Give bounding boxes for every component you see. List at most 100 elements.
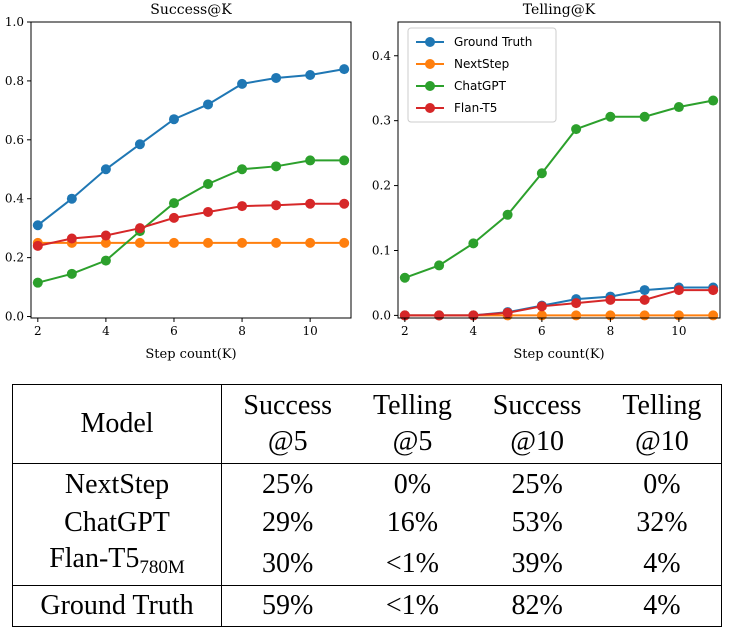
y-tick-label: 0.4 xyxy=(5,192,24,206)
cell-telling-10: 4% xyxy=(602,585,722,627)
row-model-name: ChatGPT xyxy=(12,504,222,542)
data-point xyxy=(66,268,77,279)
series-line xyxy=(37,68,345,227)
legend-label: NextStep xyxy=(454,57,509,71)
series-chatgpt xyxy=(399,95,719,283)
table-header-row: Model Success @5 Telling @5 Success @10 Tel… xyxy=(12,384,722,464)
data-point xyxy=(468,238,479,249)
cell-telling-10: 4% xyxy=(643,547,681,579)
legend-marker xyxy=(425,103,435,113)
y-tick-label: 0.6 xyxy=(5,133,24,147)
series-line xyxy=(37,202,345,247)
table-row-ground-truth: Ground Truth 59% <1% 82% 4% xyxy=(12,585,722,627)
cell-success-5: 29% xyxy=(262,507,314,538)
y-tick-label: 1.0 xyxy=(5,15,24,29)
telling-at-k-chart: Telling@K 2 4 6 8 10 0.0 0.1 0.2 0.3 0.4 Step count… xyxy=(372,2,721,362)
data-point xyxy=(237,237,248,248)
data-point xyxy=(100,164,111,175)
x-tick-label: 8 xyxy=(238,324,246,338)
data-point xyxy=(536,301,547,312)
data-point xyxy=(134,139,145,150)
data-point xyxy=(271,200,282,211)
data-point xyxy=(639,294,650,305)
data-point xyxy=(168,237,179,248)
y-tick-label: 0.1 xyxy=(372,243,391,257)
data-point xyxy=(639,111,650,122)
data-point xyxy=(203,99,214,110)
data-point xyxy=(339,237,350,248)
data-point xyxy=(571,124,582,135)
data-point xyxy=(100,255,111,266)
x-tick-label: 4 xyxy=(102,324,110,338)
charts-area: Success@K 2 4 6 8 10 0.0 0.2 0.4 0.6 0.8 1.0 Step co… xyxy=(5,2,721,362)
data-point xyxy=(66,193,77,204)
data-point xyxy=(605,111,616,122)
data-point xyxy=(32,277,43,288)
data-point xyxy=(305,155,316,166)
data-point xyxy=(237,164,248,175)
legend-marker xyxy=(425,37,435,47)
x-tick-label: 10 xyxy=(671,324,686,338)
data-point xyxy=(605,294,616,305)
legend: Ground Truth NextStep ChatGPT Flan-T5 xyxy=(407,27,557,123)
data-point xyxy=(305,198,316,209)
data-point xyxy=(673,102,684,113)
results-table: Model Success @5 Telling @5 Success @10 Tel… xyxy=(12,384,722,627)
legend-label: ChatGPT xyxy=(454,79,507,93)
x-tick-label: 6 xyxy=(170,324,178,338)
axes-frame xyxy=(30,21,352,319)
legend-item: NextStep xyxy=(416,57,509,71)
x-tick-label: 10 xyxy=(303,324,318,338)
cell-success-10: 39% xyxy=(511,547,563,579)
legend-box xyxy=(407,27,557,123)
data-point xyxy=(134,237,145,248)
y-tick-label: 0.2 xyxy=(372,179,391,193)
legend-item: ChatGPT xyxy=(416,79,507,93)
x-tick-label: 2 xyxy=(34,324,42,338)
model-size-subscript: 780M xyxy=(139,557,185,578)
row-model-name: NextStep xyxy=(12,463,222,504)
header-telling-5: Telling @5 xyxy=(353,384,472,464)
table-row: Flan-T5780M 30% <1% 39% 4% xyxy=(12,542,722,586)
series-flan-t5 xyxy=(399,285,719,321)
success-at-k-chart: Success@K 2 4 6 8 10 0.0 0.2 0.4 0.6 0.8 1.0 Step co… xyxy=(5,2,352,362)
data-point xyxy=(134,223,145,234)
cell-telling-5: 0% xyxy=(393,469,432,500)
data-point xyxy=(305,237,316,248)
y-tick-label: 0.8 xyxy=(5,74,24,88)
legend-marker xyxy=(425,59,435,69)
data-point xyxy=(639,285,650,296)
data-point xyxy=(339,198,350,209)
cell-telling-10: 0% xyxy=(643,469,681,500)
y-tick-label: 0.2 xyxy=(5,251,24,265)
data-point xyxy=(32,240,43,251)
header-success-5: Success @5 xyxy=(221,384,354,464)
header-success-10: Success @10 xyxy=(471,384,603,464)
cell-success-10: 82% xyxy=(471,585,603,627)
series-line xyxy=(404,289,714,317)
legend-label: Flan-T5 xyxy=(454,101,497,115)
series-chatgpt xyxy=(32,155,350,288)
data-point xyxy=(399,272,410,283)
data-point xyxy=(271,72,282,83)
cell-success-5: 30% xyxy=(262,547,314,579)
data-point xyxy=(203,237,214,248)
x-axis-label: Step count(K) xyxy=(145,347,236,362)
x-tick-label: 4 xyxy=(470,324,478,338)
x-tick-label: 6 xyxy=(538,324,546,338)
table-row: NextStep 25% 0% 25% 0% xyxy=(12,463,722,504)
series-ground-truth xyxy=(32,64,350,231)
cell-telling-5: <1% xyxy=(385,547,440,579)
data-point xyxy=(339,64,350,75)
data-point xyxy=(168,212,179,223)
series-line xyxy=(404,286,714,317)
legend-item: Ground Truth xyxy=(416,35,532,49)
data-point xyxy=(66,233,77,244)
data-point xyxy=(203,206,214,217)
data-point xyxy=(502,209,513,220)
data-point xyxy=(673,285,684,296)
cell-success-5: 25% xyxy=(262,469,314,500)
y-tick-label: 0.3 xyxy=(372,114,391,128)
data-point xyxy=(271,161,282,172)
legend-label: Ground Truth xyxy=(454,35,532,49)
